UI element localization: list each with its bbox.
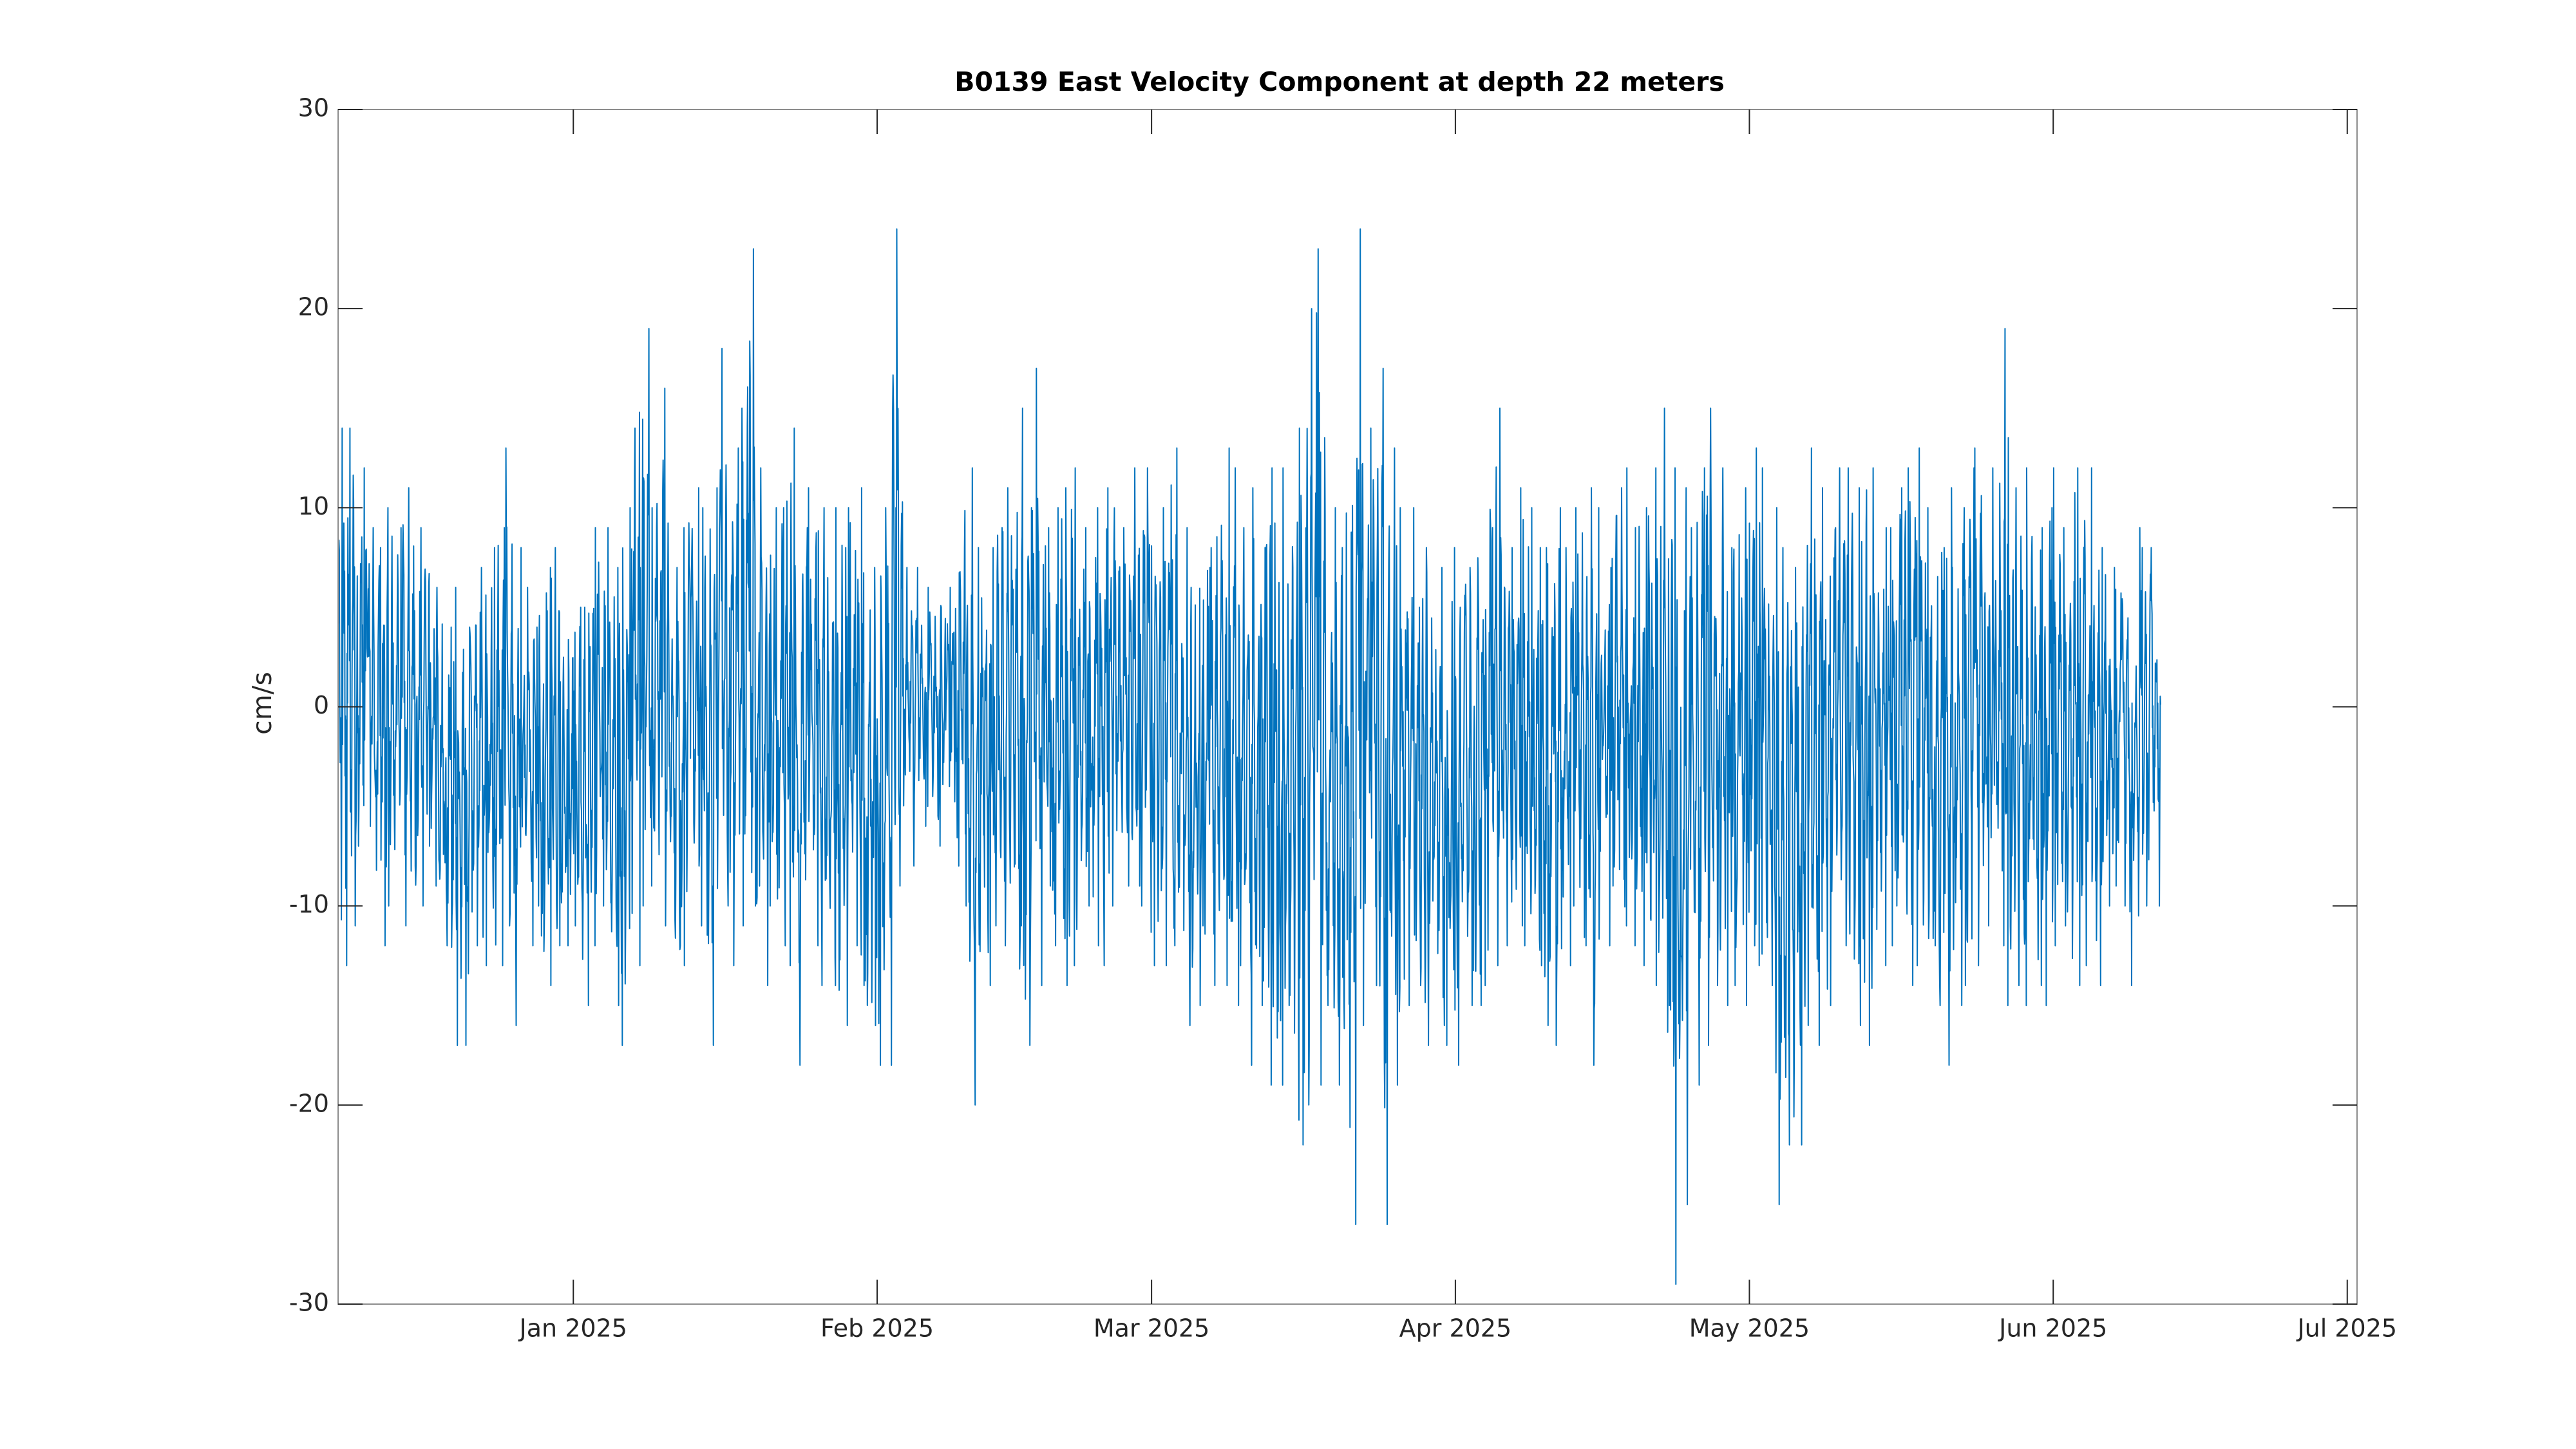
y-tick-label: 20 <box>298 293 329 321</box>
plot-area <box>338 228 2161 1285</box>
x-tick-label: Jul 2025 <box>2296 1314 2397 1343</box>
y-axis-label: cm/s <box>247 672 278 735</box>
series-line <box>338 228 2161 1285</box>
x-tick-label: Apr 2025 <box>1399 1314 1512 1343</box>
y-tick-label: -20 <box>289 1089 329 1117</box>
tick-labels: -30 -20 -10 0 10 20 30 Jan 2025 Feb 2025 Mar 2025… <box>289 94 2397 1343</box>
x-tick-label: May 2025 <box>1689 1314 1810 1343</box>
x-tick-label: Mar 2025 <box>1094 1314 1209 1343</box>
y-tick-label: 0 <box>314 691 329 719</box>
y-tick-label: 30 <box>298 94 329 122</box>
axis-ticks <box>337 109 2358 1305</box>
y-tick-label: -30 <box>289 1289 329 1317</box>
x-tick-label: Jun 2025 <box>1998 1314 2107 1343</box>
x-tick-label: Jan 2025 <box>518 1314 627 1343</box>
chart-title: B0139 East Velocity Component at depth 2… <box>954 66 1725 97</box>
y-tick-label: 10 <box>298 492 329 520</box>
y-tick-label: -10 <box>289 890 329 918</box>
x-tick-label: Feb 2025 <box>820 1314 934 1343</box>
